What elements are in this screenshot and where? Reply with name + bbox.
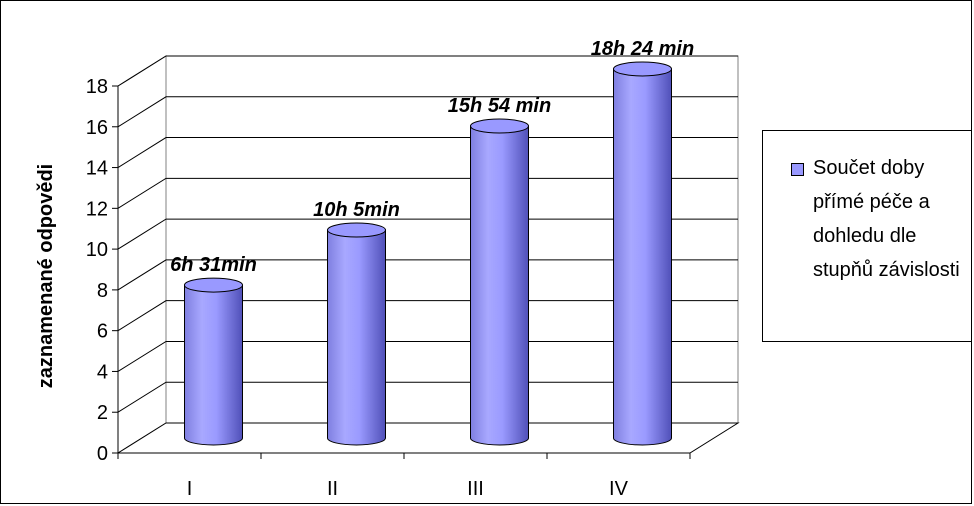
gridline bbox=[117, 259, 738, 291]
x-tick-labels: I II III IV bbox=[187, 478, 629, 500]
x-tick-label: III bbox=[467, 478, 484, 500]
y-tick-label: 8 bbox=[97, 280, 108, 302]
gridline bbox=[117, 177, 738, 209]
bar-body bbox=[470, 125, 529, 446]
x-tick-label: II bbox=[327, 478, 338, 500]
gridline bbox=[117, 381, 738, 413]
data-labels: 6h 31min 10h 5min 15h 54 min 18h 24 min bbox=[170, 38, 694, 276]
data-label: 15h 54 min bbox=[448, 95, 551, 117]
bar-top bbox=[613, 61, 672, 77]
data-label: 18h 24 min bbox=[591, 38, 694, 60]
y-tick-label: 18 bbox=[86, 76, 108, 98]
gridline bbox=[117, 218, 738, 250]
gridline bbox=[117, 96, 738, 128]
gridline bbox=[117, 300, 738, 332]
y-tick-label: 16 bbox=[86, 117, 108, 139]
bar-top bbox=[184, 277, 243, 293]
y-tick-label: 10 bbox=[86, 239, 108, 261]
axes bbox=[112, 85, 691, 459]
y-tick-label: 0 bbox=[97, 443, 108, 465]
chart-walls bbox=[116, 55, 740, 454]
y-tick-label: 2 bbox=[97, 402, 108, 424]
x-tick-label: IV bbox=[609, 478, 629, 500]
bar-cylinder bbox=[470, 118, 529, 446]
bar-body bbox=[327, 229, 386, 446]
gridline bbox=[117, 55, 738, 87]
y-tick-label: 12 bbox=[86, 198, 108, 220]
side-wall bbox=[117, 55, 167, 454]
legend: Součet doby přímé péče a dohledu dle stu… bbox=[762, 130, 972, 342]
y-axis-label: zaznamenané odpovědi bbox=[35, 164, 57, 389]
gridline bbox=[117, 340, 738, 372]
data-label: 10h 5min bbox=[313, 199, 400, 221]
bar-body bbox=[184, 284, 243, 446]
bar-cylinder bbox=[184, 277, 243, 446]
legend-swatch bbox=[791, 163, 804, 176]
bar-top bbox=[327, 222, 386, 238]
y-tick-label: 14 bbox=[86, 158, 108, 180]
y-tick-labels: 0 2 4 6 8 10 12 14 16 18 bbox=[86, 76, 108, 465]
x-tick-label: I bbox=[187, 478, 193, 500]
bar-body bbox=[613, 68, 672, 446]
gridline bbox=[117, 137, 738, 168]
y-tick-label: 6 bbox=[97, 321, 108, 343]
data-label: 6h 31min bbox=[170, 254, 257, 276]
bar-top bbox=[470, 118, 529, 134]
bar-cylinder bbox=[613, 61, 672, 446]
gridlines bbox=[117, 55, 738, 413]
y-tick-label: 4 bbox=[97, 361, 108, 383]
bar-cylinder bbox=[327, 222, 386, 446]
bars bbox=[184, 61, 672, 446]
legend-label: Součet doby přímé péče a dohledu dle stu… bbox=[813, 157, 960, 281]
